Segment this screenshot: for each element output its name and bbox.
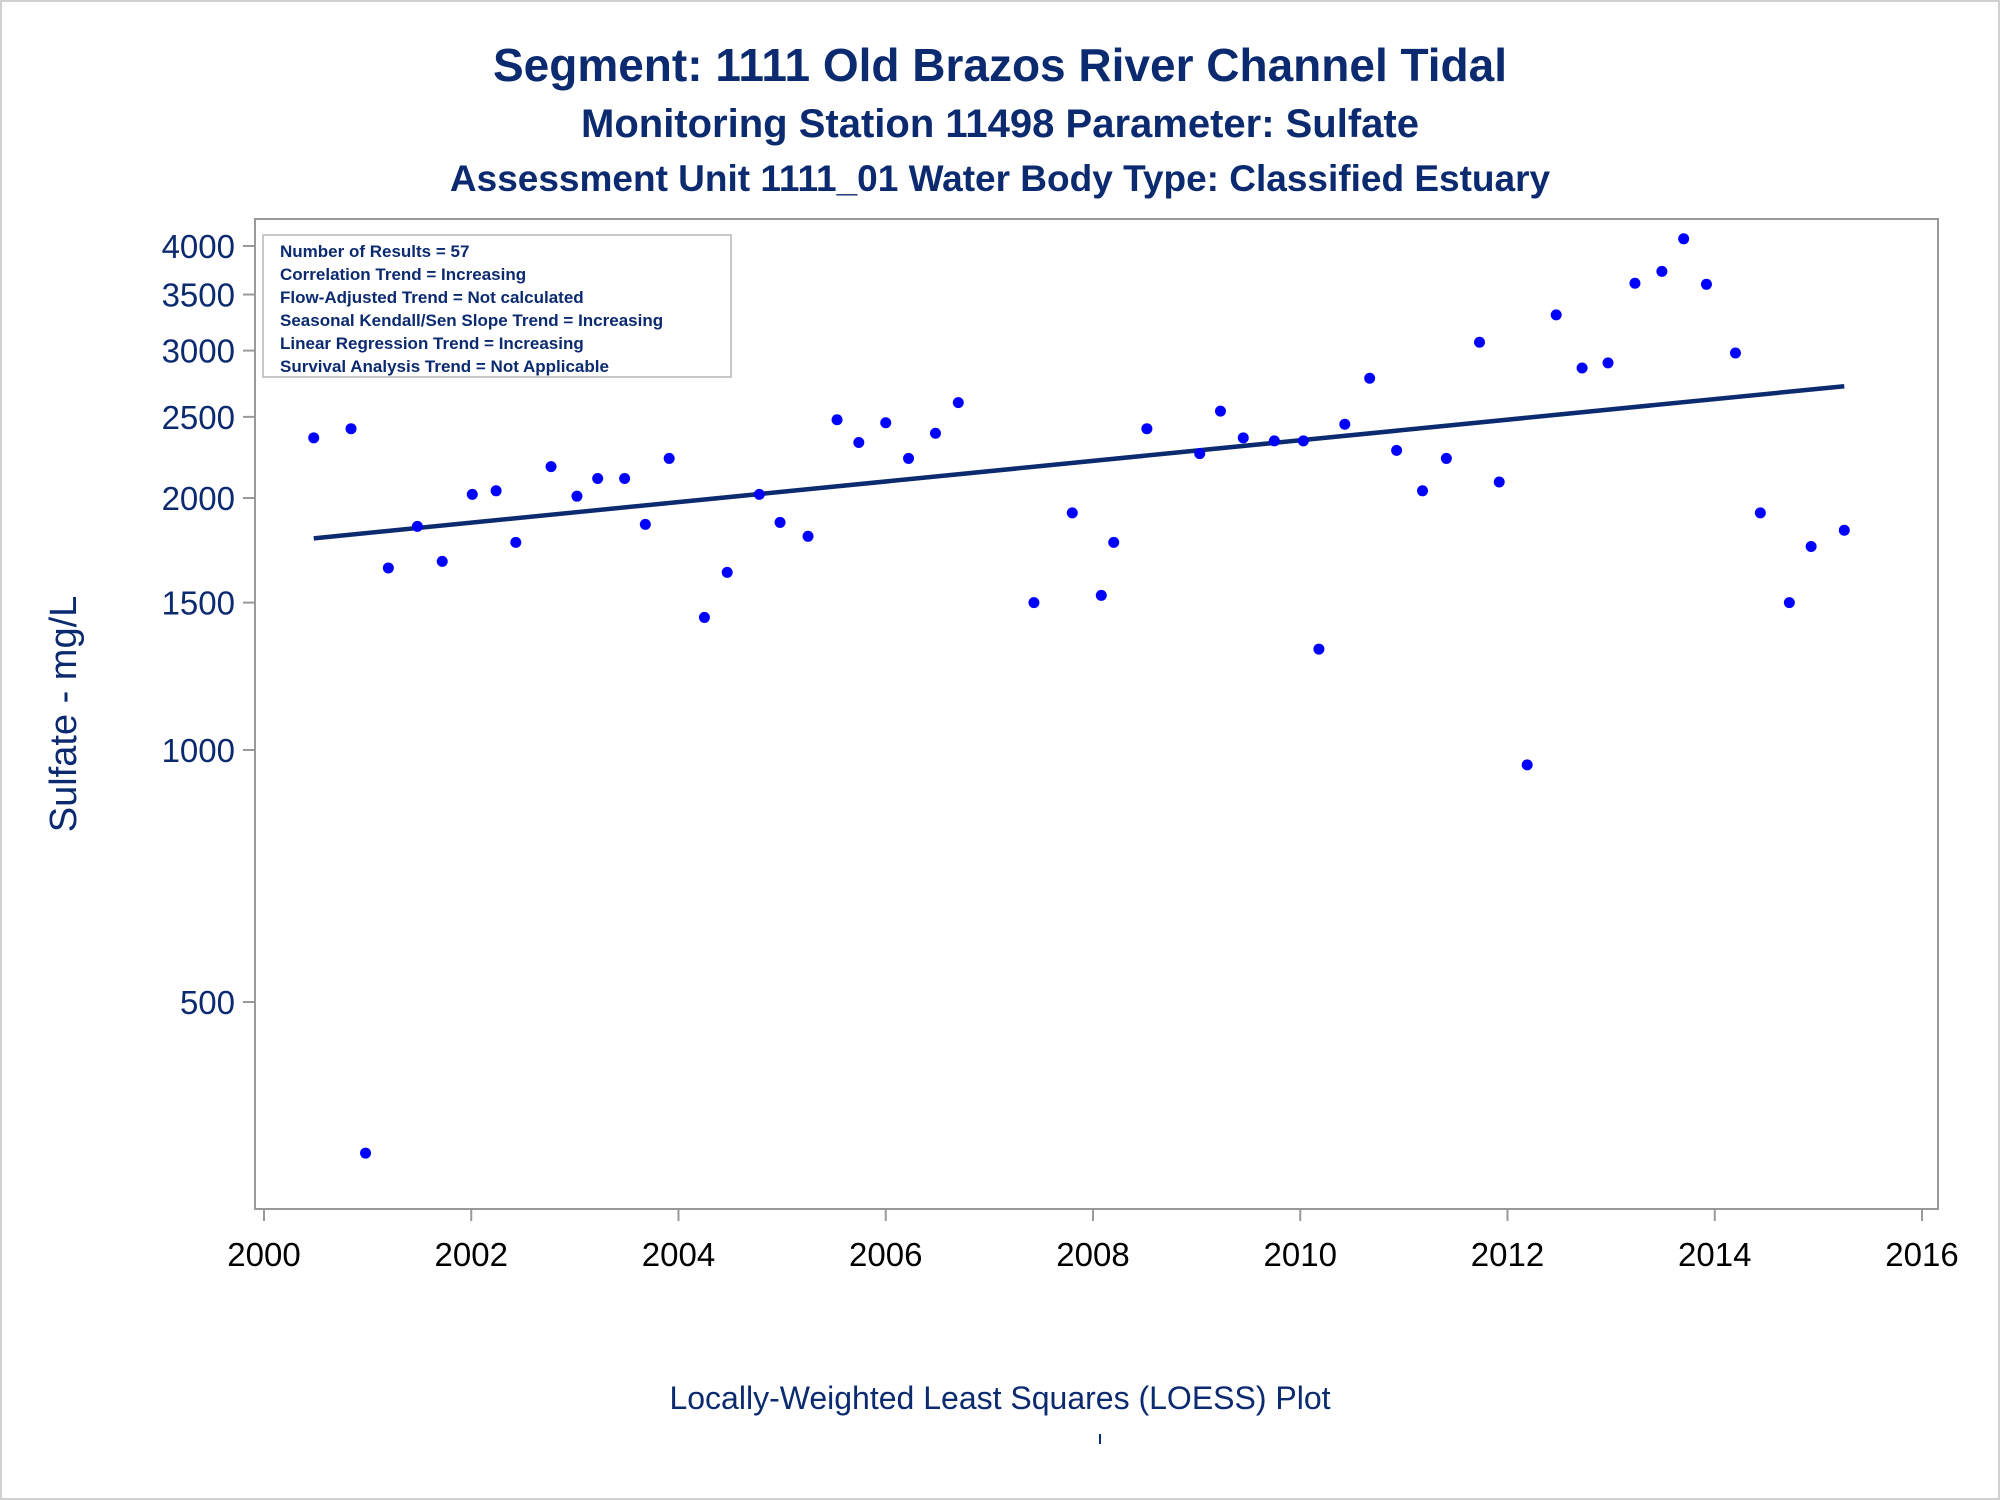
x-tick-label: 2004 (642, 1236, 715, 1273)
data-point (360, 1147, 372, 1159)
data-point (1783, 597, 1795, 609)
x-tick-label: 2016 (1885, 1236, 1958, 1273)
y-tick-label: 3000 (162, 333, 235, 370)
data-point (774, 516, 786, 528)
data-point (880, 417, 892, 429)
data-point (619, 473, 631, 485)
stats-box (262, 234, 732, 378)
y-axis-label: Sulfate - mg/L (43, 596, 85, 833)
data-point (1805, 541, 1817, 553)
data-point (436, 555, 448, 567)
data-point (1700, 278, 1712, 290)
x-tick-label: 2010 (1264, 1236, 1337, 1273)
y-tick-label: 4000 (162, 228, 235, 265)
x-tick-label: 2012 (1471, 1236, 1544, 1273)
data-point (1493, 476, 1505, 488)
stats-line: Survival Analysis Trend = Not Applicable (280, 357, 609, 376)
data-point (571, 490, 583, 502)
data-point (1028, 597, 1040, 609)
data-point (1550, 309, 1562, 321)
data-point (663, 452, 675, 464)
data-point (721, 566, 733, 578)
data-point (952, 397, 964, 409)
chart-subtitle-assessment: Assessment Unit 1111_01 Water Body Type:… (449, 158, 1551, 199)
y-tick-label: 500 (180, 984, 235, 1021)
stats-line: Number of Results = 57 (280, 242, 469, 261)
trend-line (313, 383, 1845, 541)
data-point (1194, 448, 1206, 460)
chart-subtitle-station: Monitoring Station 11498 Parameter: Sulf… (581, 102, 1419, 146)
data-point (853, 436, 865, 448)
data-point (1297, 435, 1309, 447)
data-point (1095, 589, 1107, 601)
data-point (1237, 432, 1249, 444)
data-point (1313, 643, 1325, 655)
data-point (1108, 536, 1120, 548)
data-point (1141, 423, 1153, 435)
data-point (802, 530, 814, 542)
data-point (639, 518, 651, 530)
data-point (308, 432, 320, 444)
x-tick-label: 2002 (435, 1236, 508, 1273)
data-point (411, 520, 423, 532)
stats-line: Linear Regression Trend = Increasing (280, 334, 584, 353)
chart-title: Segment: 1111 Old Brazos River Channel T… (492, 39, 1508, 91)
data-point (510, 536, 522, 548)
data-point (1838, 524, 1850, 536)
data-point (490, 485, 502, 497)
y-tick-label: 1000 (162, 732, 235, 769)
y-tick-label: 1500 (162, 585, 235, 622)
data-point (1754, 507, 1766, 519)
x-tick-label: 2000 (227, 1236, 300, 1273)
stats-line: Flow-Adjusted Trend = Not calculated (280, 288, 584, 307)
plot-frame (254, 218, 1939, 1210)
x-tick-label: 2014 (1678, 1236, 1751, 1273)
footnote-mark (1099, 1434, 1101, 1444)
data-point (1417, 485, 1429, 497)
y-tick-label: 2000 (162, 480, 235, 517)
data-point (903, 452, 915, 464)
data-point (753, 488, 765, 500)
x-tick-label: 2008 (1056, 1236, 1129, 1273)
data-point (345, 423, 357, 435)
plot-footnote: Locally-Weighted Least Squares (LOESS) P… (669, 1380, 1331, 1416)
y-tick-label: 3500 (162, 277, 235, 314)
data-point (1364, 372, 1376, 384)
data-point (545, 461, 557, 473)
data-point (1521, 759, 1533, 771)
data-point (1656, 265, 1668, 277)
y-tick-label: 2500 (162, 399, 235, 436)
data-point (1629, 277, 1641, 289)
data-point (1576, 362, 1588, 374)
stats-line: Correlation Trend = Increasing (280, 265, 526, 284)
data-point (592, 473, 604, 485)
data-point (1268, 435, 1280, 447)
data-point (466, 488, 478, 500)
data-point (1391, 444, 1403, 456)
data-point (1474, 336, 1486, 348)
data-point (698, 611, 710, 623)
data-point (1066, 507, 1078, 519)
data-point (1339, 418, 1351, 430)
data-point (929, 427, 941, 439)
data-point (1440, 452, 1452, 464)
stats-line: Seasonal Kendall/Sen Slope Trend = Incre… (280, 311, 663, 330)
data-point (831, 414, 843, 426)
data-point (1729, 347, 1741, 359)
x-tick-label: 2006 (849, 1236, 922, 1273)
data-point (382, 562, 394, 574)
data-point (1214, 405, 1226, 417)
plot-area: 500 1000 1500 2000 2500 3000 3500 4000 2000 2002 2… (43, 218, 1959, 1273)
data-point (1602, 357, 1614, 369)
data-point (1678, 233, 1690, 245)
